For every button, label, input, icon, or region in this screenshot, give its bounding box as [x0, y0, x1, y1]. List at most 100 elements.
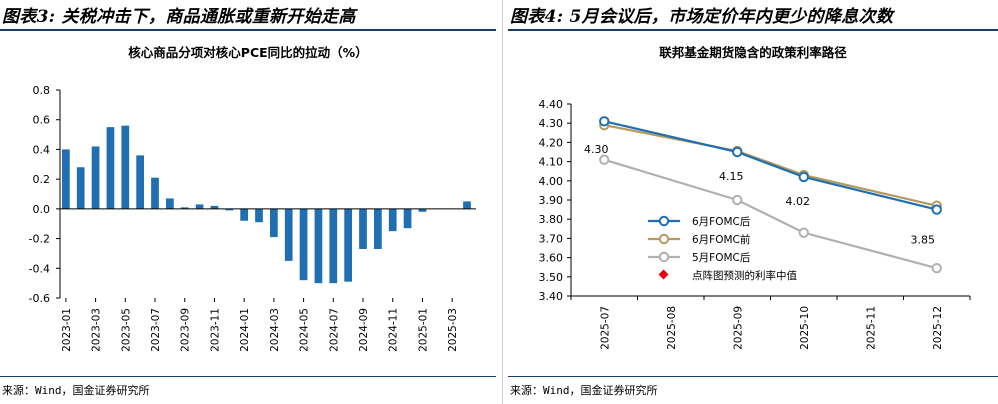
x-tick-label: 2024-03: [269, 308, 281, 352]
bar-2023-10: [195, 204, 204, 209]
bar-2024-12: [403, 208, 412, 229]
legend-marker-5月FOMC后: [658, 251, 670, 263]
data-label: 4.02: [786, 195, 811, 208]
legend-label: 点阵图预测的利率中值: [692, 269, 797, 282]
legend-label: 5月FOMC后: [692, 252, 750, 264]
right-bottom-rule: [508, 376, 998, 377]
x-tick-label: 2024-07: [328, 308, 340, 352]
y-tick-label: 0.6: [33, 114, 51, 127]
x-tick-label: 2025-09: [732, 306, 744, 350]
bar-2023-02: [76, 167, 85, 209]
bar-2023-11: [210, 205, 219, 209]
x-tick-label: 2025-10: [799, 306, 811, 350]
series-line-6月FOMC前: [604, 124, 937, 207]
bar-2025-01: [418, 208, 427, 212]
bar-2023-05: [121, 125, 130, 209]
data-label: 4.30: [584, 143, 609, 156]
right-figure-panel: 图表4: 5月会议后，市场定价年内更少的降息次数 联邦基金期货隐含的政策利率路径…: [508, 0, 998, 404]
series-line-5月FOMC后: [603, 158, 938, 270]
y-tick-label: 0.0: [33, 203, 51, 216]
y-tick-label: 4.10: [539, 156, 564, 169]
legend-marker-6月FOMC后: [658, 215, 670, 227]
bar-2023-07: [151, 177, 159, 209]
x-tick-label: 2023-05: [120, 308, 132, 352]
series-marker-5月FOMC后: [798, 227, 809, 238]
y-tick-label: 3.80: [539, 213, 564, 226]
y-tick-label: -0.4: [29, 262, 50, 275]
y-tick-label: 3.90: [539, 194, 564, 207]
bar-2024-02: [255, 208, 263, 223]
x-tick-label: 2025-07: [599, 306, 611, 350]
bar-2023-08: [166, 198, 174, 209]
left-source-note: 来源：Wind，国金证券研究所: [2, 384, 150, 397]
series-line-6月FOMC后: [604, 120, 938, 211]
bar-2024-08: [344, 208, 353, 282]
bar-2023-06: [136, 155, 145, 209]
legend-label: 6月FOMC后: [692, 216, 750, 228]
series-marker-6月FOMC后: [732, 146, 743, 158]
left-chart-title: 核心商品分项对核心PCE同比的拉动（%）: [128, 45, 368, 60]
x-tick-label: 2023-09: [180, 308, 192, 352]
series-marker-6月FOMC后: [798, 171, 809, 183]
right-title-rule: [508, 29, 998, 31]
right-chart-title: 联邦基金期货隐含的政策利率路径: [659, 45, 847, 60]
bar-2023-04: [106, 127, 115, 209]
left-figure-panel: 图表3: 关税冲击下，商品通胀或重新开始走高 核心商品分项对核心PCE同比的拉动…: [0, 0, 496, 404]
y-tick-label: 4.20: [539, 136, 564, 149]
series-marker-5月FOMC后: [931, 262, 942, 274]
x-tick-label: 2024-11: [388, 308, 400, 352]
x-tick-label: 2025-12: [932, 306, 944, 350]
x-tick-label: 2025-11: [865, 306, 877, 350]
x-tick-label: 2023-01: [61, 308, 73, 352]
x-tick-label: 2023-07: [150, 308, 162, 352]
y-tick-label: 0.8: [33, 84, 51, 97]
x-tick-label: 2024-01: [239, 308, 251, 352]
right-source-note: 来源：Wind，国金证券研究所: [510, 384, 658, 397]
bar-2024-01: [240, 208, 249, 221]
bar-2024-11: [388, 208, 397, 232]
legend-label: 6月FOMC前: [692, 233, 750, 246]
left-bottom-rule: [0, 376, 496, 377]
y-tick-label: 3.50: [539, 271, 564, 284]
y-tick-label: 4.00: [539, 175, 564, 188]
right-figure-title: 图表4: 5月会议后，市场定价年内更少的降息次数: [510, 7, 894, 27]
y-tick-label: 4.30: [539, 117, 564, 130]
panel-divider: [502, 0, 503, 404]
y-tick-label: 3.40: [539, 290, 564, 303]
y-tick-label: -0.6: [29, 292, 50, 305]
bar-2023-03: [91, 146, 100, 209]
left-figure-title: 图表3: 关税冲击下，商品通胀或重新开始走高: [2, 7, 356, 27]
bar-2025-04: [463, 201, 471, 209]
bar-2024-09: [359, 208, 367, 249]
bar-2024-05: [299, 208, 308, 281]
x-tick-label: 2025-01: [417, 308, 429, 352]
bar-2024-04: [284, 208, 293, 261]
rate-path-line-chart: 3.40 3.50 3.60 3.70 3.80 3.90 4.00 4.10 4.20 4.30…: [539, 98, 971, 350]
x-tick-label: 2025-08: [666, 306, 678, 350]
y-tick-label: 0.4: [33, 143, 51, 156]
bar-2024-03: [270, 208, 278, 238]
series-marker-6月FOMC后: [931, 204, 942, 215]
series-marker-6月FOMC后: [599, 116, 610, 127]
y-tick-label: 3.60: [539, 252, 564, 265]
bar-2023-01: [62, 149, 70, 209]
left-title-rule: [0, 29, 496, 31]
bar-2023-09: [180, 207, 189, 209]
bar-2024-06: [314, 208, 323, 284]
x-tick-label: 2025-03: [447, 308, 459, 352]
y-tick-label: 0.2: [33, 173, 51, 186]
data-label: 4.15: [719, 170, 744, 183]
legend-marker-6月FOMC前: [658, 233, 670, 245]
legend-marker-dotplot: [658, 269, 669, 280]
x-tick-label: 2024-09: [358, 308, 370, 352]
x-tick-label: 2023-11: [209, 308, 221, 352]
y-tick-label: 4.40: [539, 98, 564, 111]
x-tick-label: 2023-03: [91, 308, 103, 352]
series-marker-5月FOMC后: [732, 194, 743, 206]
bar-2024-10: [374, 208, 382, 249]
bar-2024-07: [329, 208, 338, 284]
core-goods-bar-chart: -0.6 -0.4 -0.2 0.0 0.2 0.4 0.6 0.8 2023-01 2023-0…: [29, 84, 476, 352]
bar-2023-12: [225, 208, 234, 211]
y-tick-label: -0.2: [29, 233, 50, 246]
series-marker-5月FOMC后: [599, 154, 610, 165]
